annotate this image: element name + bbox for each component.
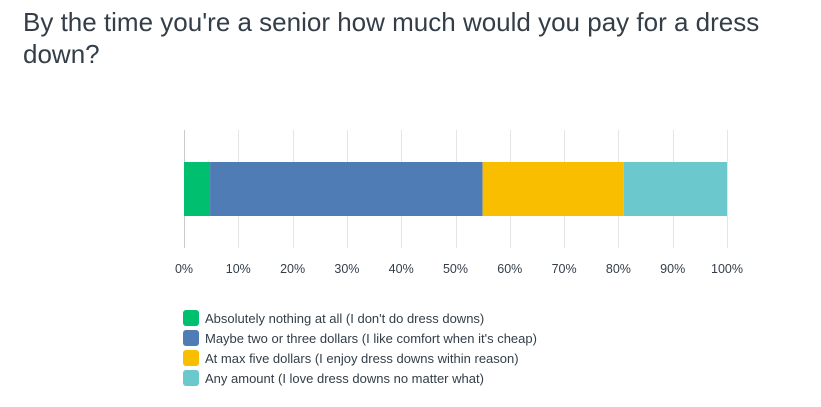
x-tick-label: 90% [660, 262, 685, 276]
x-tick-label: 0% [175, 262, 193, 276]
legend: Absolutely nothing at all (I don't do dr… [183, 308, 537, 388]
bar-segments [184, 162, 727, 216]
x-tick-label: 40% [389, 262, 414, 276]
legend-label: Any amount (I love dress downs no matter… [205, 370, 484, 386]
legend-entry: Absolutely nothing at all (I don't do dr… [183, 308, 537, 328]
bar-segment-3 [482, 162, 624, 216]
x-tick-labels: 0% 10% 20% 30% 40% 50% 60% 70% 80% 90% 100% [175, 262, 743, 276]
legend-swatch [183, 310, 199, 326]
x-tick-label: 50% [443, 262, 468, 276]
legend-entry: Any amount (I love dress downs no matter… [183, 368, 537, 388]
chart-title: By the time you're a senior how much wou… [23, 7, 760, 69]
x-tick-label: 70% [552, 262, 577, 276]
legend-entry: At max five dollars (I enjoy dress downs… [183, 348, 537, 368]
x-tick-label: 80% [606, 262, 631, 276]
legend-entry: Maybe two or three dollars (I like comfo… [183, 328, 537, 348]
legend-swatch [183, 370, 199, 386]
x-tick-label: 20% [280, 262, 305, 276]
bar-segment-1 [184, 162, 211, 216]
x-tick-label: 60% [497, 262, 522, 276]
bar-segment-2 [210, 162, 483, 216]
bar-segment-4 [623, 162, 727, 216]
legend-swatch [183, 350, 199, 366]
x-tick-label: 30% [334, 262, 359, 276]
legend-swatch [183, 330, 199, 346]
x-tick-label: 10% [226, 262, 251, 276]
legend-label: Absolutely nothing at all (I don't do dr… [205, 310, 485, 326]
stacked-bar-chart: 0% 10% 20% 30% 40% 50% 60% 70% 80% 90% 100% [175, 130, 743, 276]
x-tick-label: 100% [711, 262, 743, 276]
legend-label: At max five dollars (I enjoy dress downs… [205, 350, 519, 366]
legend-label: Maybe two or three dollars (I like comfo… [205, 330, 537, 346]
